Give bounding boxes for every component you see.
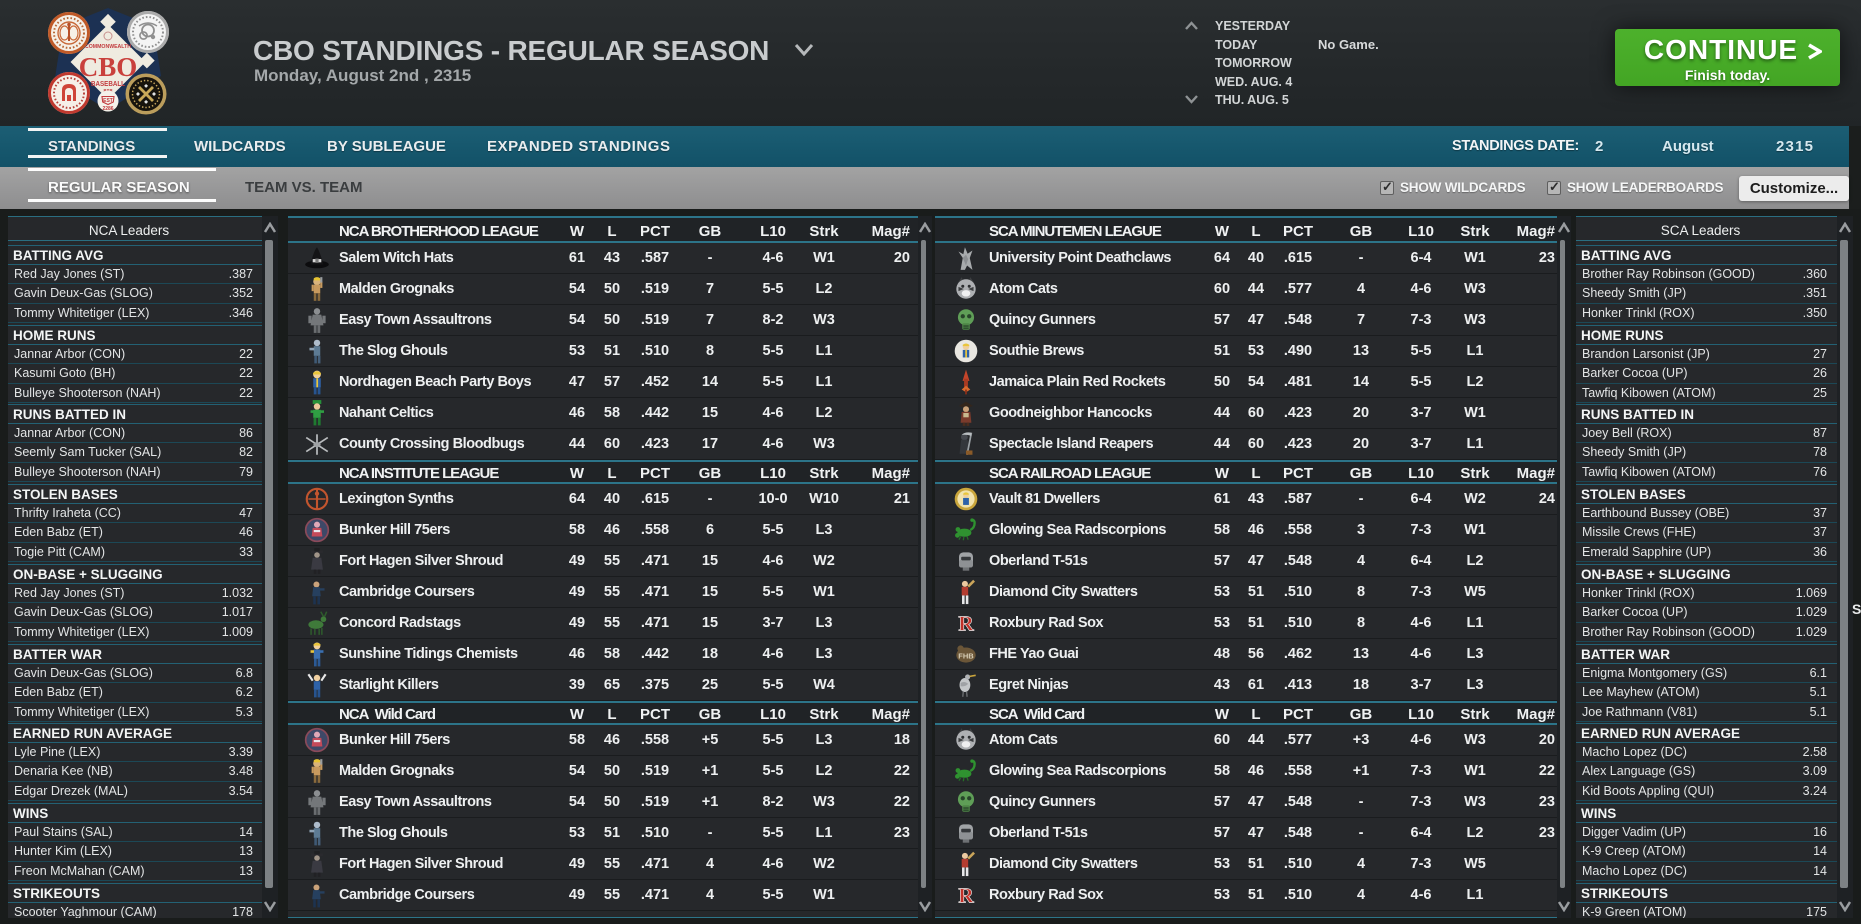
svg-text:COMMONWEALTH: COMMONWEALTH <box>85 44 131 50</box>
svg-text:R: R <box>958 884 974 908</box>
svg-text:R: R <box>958 612 974 636</box>
svg-text:2286: 2286 <box>102 106 113 112</box>
svg-text:FHB: FHB <box>958 651 974 660</box>
svg-text:CBO: CBO <box>79 52 138 82</box>
svg-text:EST: EST <box>103 98 113 104</box>
svg-text:BASEBALL: BASEBALL <box>91 81 126 88</box>
